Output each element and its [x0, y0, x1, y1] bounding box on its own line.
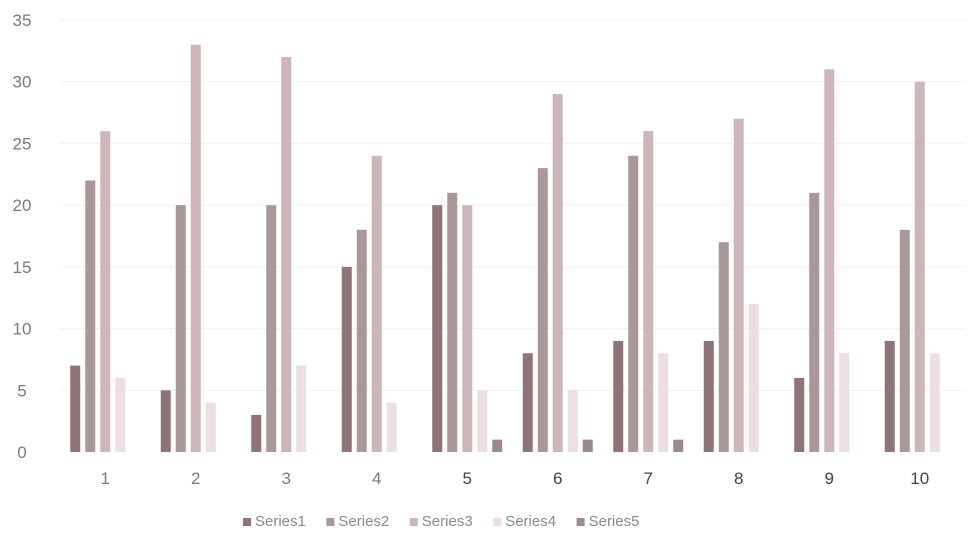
- bar-series1-cat-9: [794, 377, 805, 452]
- bar-series4-cat-3: [296, 365, 307, 452]
- bar-series3-cat-7: [643, 131, 654, 453]
- bar-series2-cat-3: [266, 205, 277, 452]
- bar-series3-cat-2: [190, 44, 201, 452]
- x-tick-label: 9: [825, 469, 834, 488]
- bar-series1-cat-3: [251, 414, 262, 452]
- bar-series4-cat-9: [839, 353, 850, 452]
- bar-series1-cat-2: [160, 390, 171, 452]
- y-tick-label: 20: [13, 196, 32, 215]
- x-tick-label: 7: [644, 469, 653, 488]
- bar-series4-cat-4: [386, 402, 397, 452]
- x-tick-label: 6: [553, 469, 562, 488]
- bar-series3-cat-6: [552, 94, 563, 453]
- bar-series2-cat-7: [628, 155, 639, 452]
- bar-series2-cat-1: [85, 180, 96, 452]
- gridlines: [60, 19, 965, 391]
- bar-series2-cat-10: [899, 229, 910, 452]
- x-tick-label: 5: [463, 469, 472, 488]
- y-tick-label: 10: [13, 320, 32, 339]
- bar-series3-cat-10: [914, 81, 925, 452]
- bar-series5-cat-5: [492, 439, 503, 452]
- x-tick-label: 4: [372, 469, 381, 488]
- bar-series3-cat-4: [371, 155, 382, 452]
- y-tick-label: 25: [13, 134, 32, 153]
- x-tick-label: 3: [282, 469, 291, 488]
- legend-swatch-series3: [409, 518, 418, 526]
- bar-series1-cat-1: [70, 365, 81, 452]
- bar-series4-cat-2: [205, 402, 216, 452]
- x-tick-label: 1: [101, 469, 110, 488]
- y-tick-label: 35: [13, 11, 32, 30]
- x-tick-label: 10: [910, 469, 929, 488]
- bar-series1-cat-10: [884, 340, 895, 452]
- legend-swatch-series1: [243, 518, 251, 526]
- bar-series4-cat-6: [567, 390, 578, 452]
- legend-label-series5: Series5: [589, 513, 640, 530]
- x-axis-ticks: 1 2 3 4 5 6 7 8 9 10: [101, 469, 930, 488]
- bars: [70, 44, 940, 453]
- y-axis-ticks: 0 5 10 15 20 25 30 35: [13, 11, 32, 462]
- bar-series4-cat-10: [929, 353, 940, 452]
- bar-series4-cat-8: [748, 303, 759, 452]
- x-tick-label: 2: [191, 469, 200, 488]
- legend-swatch-series4: [493, 518, 502, 526]
- bar-series1-cat-8: [703, 340, 714, 452]
- legend-label-series1: Series1: [255, 513, 306, 530]
- bar-series1-cat-5: [432, 205, 443, 452]
- x-tick-label: 8: [734, 469, 743, 488]
- legend: Series1 Series2 Series3 Series4 Series5: [243, 513, 639, 530]
- bar-series4-cat-5: [477, 390, 488, 452]
- bar-series3-cat-8: [733, 118, 744, 452]
- legend-label-series4: Series4: [505, 513, 556, 530]
- y-tick-label: 0: [17, 443, 26, 462]
- legend-label-series3: Series3: [422, 513, 473, 530]
- bar-series1-cat-4: [341, 266, 352, 452]
- y-tick-label: 30: [13, 73, 32, 92]
- bar-series5-cat-7: [673, 439, 684, 452]
- bar-series3-cat-1: [100, 131, 111, 453]
- bar-series1-cat-6: [522, 353, 533, 452]
- legend-swatch-series2: [326, 518, 335, 526]
- bar-series4-cat-1: [115, 377, 126, 452]
- bar-series3-cat-9: [824, 69, 835, 452]
- bar-series2-cat-8: [718, 242, 729, 452]
- legend-label-series2: Series2: [338, 513, 389, 530]
- bar-series2-cat-5: [447, 192, 458, 453]
- bar-series2-cat-2: [175, 205, 186, 452]
- bar-series4-cat-7: [658, 353, 669, 452]
- bar-series5-cat-6: [582, 439, 593, 452]
- y-tick-label: 15: [13, 258, 32, 277]
- y-tick-label: 5: [17, 381, 26, 400]
- bar-series2-cat-9: [809, 192, 820, 453]
- bar-series1-cat-7: [613, 340, 624, 452]
- legend-swatch-series5: [576, 518, 585, 526]
- bar-series3-cat-3: [281, 57, 292, 453]
- bar-series2-cat-6: [537, 168, 548, 452]
- bar-series3-cat-5: [462, 205, 473, 452]
- bar-series2-cat-4: [356, 229, 367, 452]
